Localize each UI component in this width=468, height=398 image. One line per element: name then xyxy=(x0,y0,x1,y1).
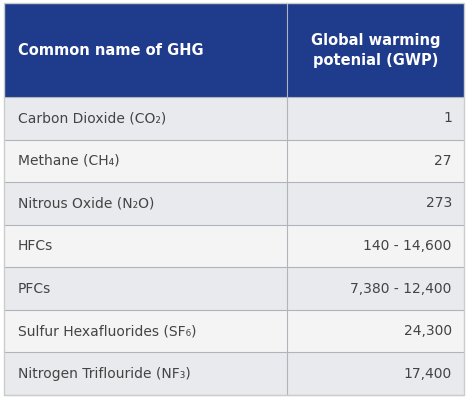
FancyBboxPatch shape xyxy=(287,310,464,352)
Text: 1: 1 xyxy=(443,111,452,125)
FancyBboxPatch shape xyxy=(4,140,287,182)
Text: 273: 273 xyxy=(425,197,452,211)
Text: HFCs: HFCs xyxy=(18,239,53,253)
FancyBboxPatch shape xyxy=(287,182,464,225)
Text: Global warming
potenial (GWP): Global warming potenial (GWP) xyxy=(311,33,440,68)
FancyBboxPatch shape xyxy=(287,97,464,140)
FancyBboxPatch shape xyxy=(287,267,464,310)
Text: Common name of GHG: Common name of GHG xyxy=(18,43,204,58)
Text: 17,400: 17,400 xyxy=(403,367,452,380)
FancyBboxPatch shape xyxy=(287,3,464,97)
Text: Methane (CH₄): Methane (CH₄) xyxy=(18,154,119,168)
FancyBboxPatch shape xyxy=(287,352,464,395)
Text: 7,380 - 12,400: 7,380 - 12,400 xyxy=(351,281,452,296)
Text: Nitrogen Triflouride (NF₃): Nitrogen Triflouride (NF₃) xyxy=(18,367,190,380)
Text: Sulfur Hexafluorides (SF₆): Sulfur Hexafluorides (SF₆) xyxy=(18,324,197,338)
Text: Carbon Dioxide (CO₂): Carbon Dioxide (CO₂) xyxy=(18,111,166,125)
Text: 27: 27 xyxy=(434,154,452,168)
FancyBboxPatch shape xyxy=(4,352,287,395)
FancyBboxPatch shape xyxy=(4,310,287,352)
Text: 140 - 14,600: 140 - 14,600 xyxy=(364,239,452,253)
Text: PFCs: PFCs xyxy=(18,281,51,296)
FancyBboxPatch shape xyxy=(4,3,287,97)
FancyBboxPatch shape xyxy=(4,97,287,140)
FancyBboxPatch shape xyxy=(4,267,287,310)
Text: Nitrous Oxide (N₂O): Nitrous Oxide (N₂O) xyxy=(18,197,154,211)
FancyBboxPatch shape xyxy=(287,140,464,182)
FancyBboxPatch shape xyxy=(4,182,287,225)
Text: 24,300: 24,300 xyxy=(404,324,452,338)
FancyBboxPatch shape xyxy=(287,225,464,267)
FancyBboxPatch shape xyxy=(4,225,287,267)
